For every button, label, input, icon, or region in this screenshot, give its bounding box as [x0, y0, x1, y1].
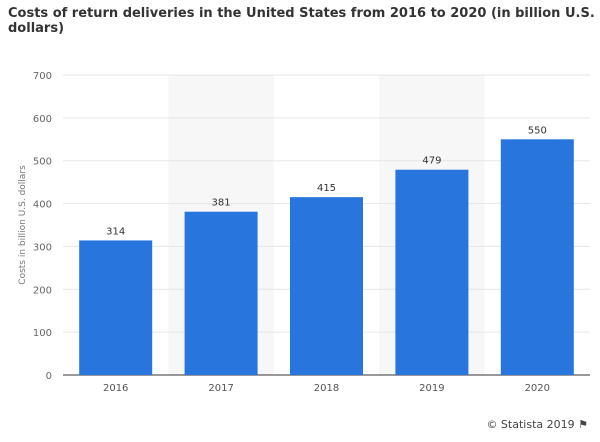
data-label: 381: [212, 198, 231, 209]
x-tick-label: 2019: [419, 383, 444, 394]
bar-2020: [500, 139, 574, 375]
x-tick-label: 2018: [314, 383, 339, 394]
bar-2016: [79, 240, 153, 375]
footer: © Statista 2019 ⚑: [486, 418, 588, 431]
y-tick-label: 700: [33, 71, 52, 82]
bar-2018: [290, 197, 363, 375]
y-tick-label: 100: [33, 328, 52, 339]
x-tick-label: 2020: [525, 383, 550, 394]
y-tick-label: 500: [33, 157, 52, 168]
y-tick-label: 600: [33, 114, 52, 125]
x-tick-label: 2017: [208, 383, 233, 394]
y-tick-label: 0: [46, 371, 52, 382]
x-tick-label: 2016: [103, 383, 128, 394]
y-tick-label: 200: [33, 285, 52, 296]
data-label: 415: [317, 183, 336, 194]
data-label: 314: [106, 226, 125, 237]
bar-2017: [184, 211, 258, 375]
copyright-text: © Statista 2019: [486, 418, 575, 431]
chart-title: Costs of return deliveries in the United…: [8, 6, 595, 36]
data-label: 550: [528, 125, 547, 136]
y-tick-label: 300: [33, 242, 52, 253]
bar-2019: [395, 169, 469, 375]
y-axis-label: Costs in billion U.S. dollars: [18, 165, 28, 285]
data-label: 479: [422, 156, 441, 167]
y-tick-label: 400: [33, 200, 52, 211]
flag-icon[interactable]: ⚑: [578, 418, 588, 431]
